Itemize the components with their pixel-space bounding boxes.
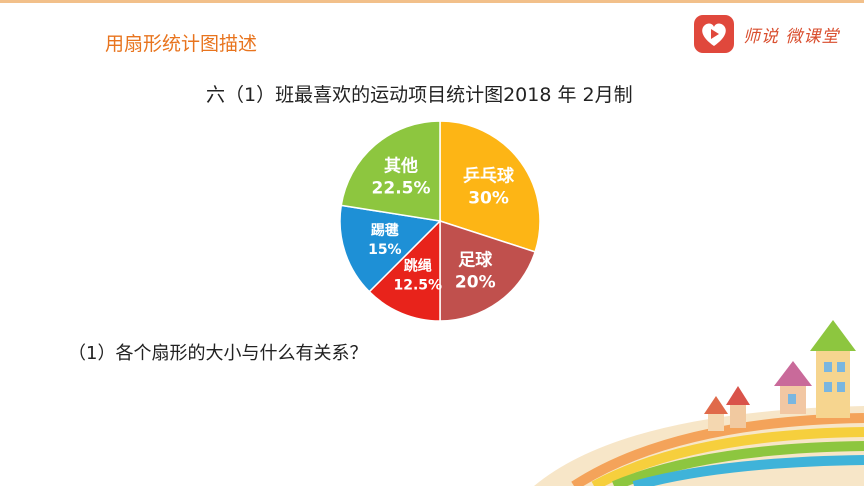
pie-slice	[340, 120, 441, 222]
slice-value-label: 12.5%	[394, 278, 443, 294]
house-small	[704, 386, 750, 431]
slice-label: 其他	[384, 155, 418, 176]
question-text: （1）各个扇形的大小与什么有关系？	[68, 343, 368, 364]
pie-slice	[339, 204, 442, 293]
slice-label: 足球	[458, 251, 493, 271]
slice-value-label: 15%	[368, 242, 402, 258]
slice-label: 跳绳	[404, 258, 432, 275]
brand: 师说 微课堂	[693, 12, 839, 56]
pie-slice	[439, 120, 541, 253]
brand-name: 师说 微课堂	[743, 26, 840, 47]
village-decoration	[534, 320, 864, 486]
house-tall	[810, 320, 856, 418]
slice-label: 乒乓球	[463, 166, 515, 187]
slice-value-label: 22.5%	[372, 178, 431, 198]
slice-value-label: 30%	[468, 189, 509, 209]
pie-slice	[368, 219, 441, 322]
pie-slice	[439, 219, 537, 322]
chart-title: 六（1）班最喜欢的运动项目统计图2018 年 2月制	[206, 84, 633, 106]
slice-value-label: 20%	[455, 273, 496, 293]
section-title: 用扇形统计图描述	[105, 33, 258, 55]
play-heart-icon	[694, 15, 734, 53]
slice-label: 踢毽	[371, 222, 399, 239]
house-medium	[774, 361, 812, 414]
